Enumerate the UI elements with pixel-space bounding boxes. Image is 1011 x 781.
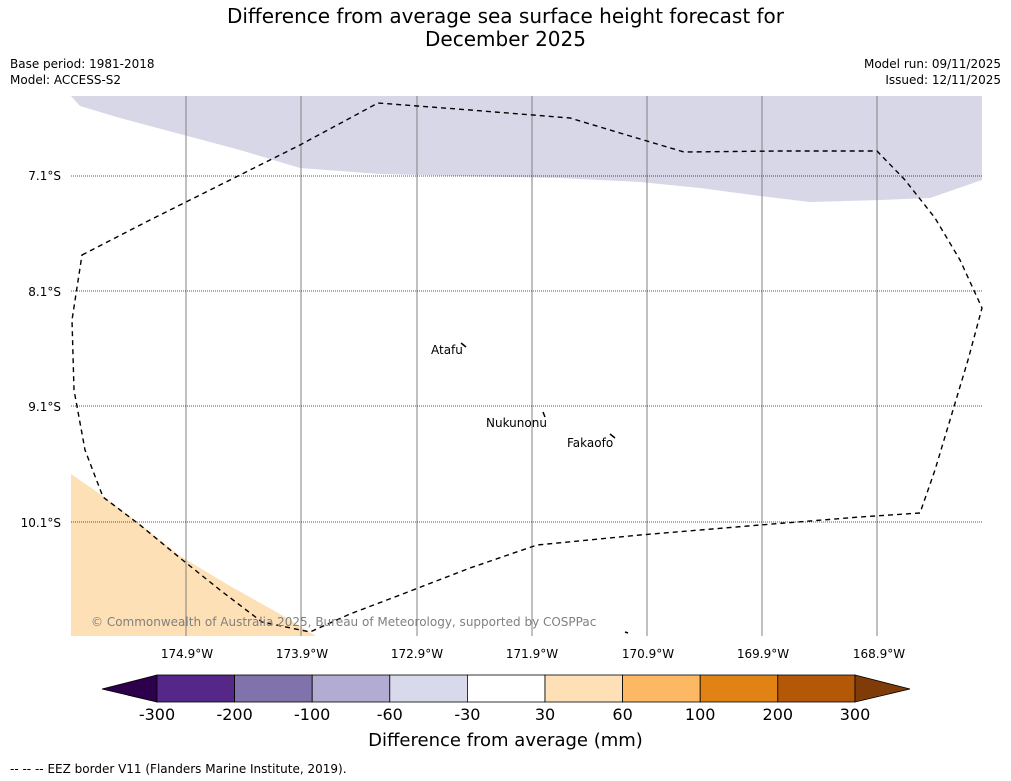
colorbar-tick-6: 30	[535, 705, 555, 724]
colorbar-tick-4: -60	[377, 705, 403, 724]
colorbar-tick-10: 300	[840, 705, 871, 724]
colorbar-tick-8: 100	[685, 705, 716, 724]
colorbar-extend-left	[101, 674, 158, 703]
colorbar-segment-3	[311, 674, 391, 703]
island-fakaofo-shape	[609, 433, 616, 439]
colorbar-tick-9: 200	[763, 705, 794, 724]
colorbar-segment-9	[777, 674, 856, 703]
lon-label-6: 169.9°W	[737, 647, 789, 661]
colorbar-tick-5: -30	[454, 705, 480, 724]
meta-left: Base period: 1981-2018 Model: ACCESS-S2	[10, 56, 155, 88]
title-line-1: Difference from average sea surface heig…	[226, 4, 785, 28]
lat-label-1: 7.1°S	[28, 169, 61, 183]
eez-border	[71, 102, 983, 633]
colorbar-extend-right	[854, 674, 911, 703]
colorbar-segment-1	[156, 674, 235, 703]
meridians	[185, 96, 878, 636]
colorbar-segment-7	[622, 674, 701, 703]
colorbar-tick-1: -300	[139, 705, 175, 724]
island-swains-shape	[624, 631, 629, 634]
model-name: Model: ACCESS-S2	[10, 73, 122, 87]
island-atafu-shape	[460, 342, 467, 348]
colorbar-tick-7: 60	[612, 705, 632, 724]
lat-label-4: 10.1°S	[21, 516, 61, 530]
lat-label-2: 8.1°S	[28, 285, 61, 299]
lat-label-3: 9.1°S	[28, 400, 61, 414]
colorbar-tick-2: -200	[216, 705, 252, 724]
base-period: Base period: 1981-2018	[10, 57, 155, 71]
colorbar-segment-8	[699, 674, 779, 703]
lon-label-3: 172.9°W	[391, 647, 443, 661]
lon-label-1: 174.9°W	[161, 647, 213, 661]
issued-date: Issued: 12/11/2025	[885, 73, 1001, 87]
eez-legend-text: -- EEZ border V11 (Flanders Marine Insti…	[34, 762, 347, 776]
eez-legend: -- -- -- EEZ border V11 (Flanders Marine…	[10, 762, 347, 776]
colorbar-segment-4	[389, 674, 468, 703]
lon-label-4: 171.9°W	[506, 647, 558, 661]
anomaly-region-positive	[71, 474, 316, 636]
place-label-fakaofo: Fakaofo	[567, 436, 613, 450]
lon-label-2: 173.9°W	[276, 647, 328, 661]
colorbar-segment-2	[234, 674, 313, 703]
anomaly-region-negative	[71, 96, 982, 202]
lon-label-7: 168.9°W	[853, 647, 905, 661]
lon-label-5: 170.9°W	[622, 647, 674, 661]
model-run: Model run: 09/11/2025	[863, 57, 1001, 71]
colorbar-tick-3: -100	[294, 705, 330, 724]
island-nukunonu-shape	[542, 411, 546, 418]
title-line-2: December 2025	[425, 27, 586, 51]
place-label-atafu: Atafu	[431, 343, 463, 357]
place-label-nukunonu: Nukunonu	[486, 416, 547, 430]
colorbar	[101, 674, 911, 703]
colorbar-segment-6	[544, 674, 623, 703]
chart-title: Difference from average sea surface heig…	[0, 5, 1011, 51]
copyright-text: © Commonwealth of Australia 2025, Bureau…	[91, 615, 596, 629]
meta-right: Model run: 09/11/2025 Issued: 12/11/2025	[864, 56, 1001, 88]
colorbar-segment-5	[466, 674, 546, 703]
eez-legend-dash-glyph: -- --	[10, 762, 32, 776]
colorbar-title: Difference from average (mm)	[368, 730, 643, 751]
